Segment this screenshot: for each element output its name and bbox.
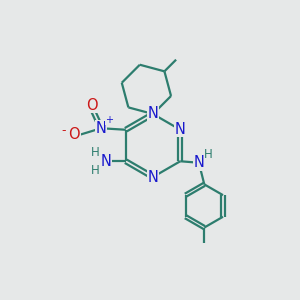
Text: -: - [62,124,66,137]
Text: H: H [91,164,100,177]
Text: +: + [106,115,113,125]
Text: O: O [68,127,80,142]
Text: N: N [194,155,204,170]
Text: N: N [175,122,186,136]
Text: O: O [86,98,98,112]
Text: H: H [91,146,100,159]
Text: N: N [100,154,111,169]
Text: N: N [96,121,106,136]
Text: N: N [148,106,158,122]
Text: H: H [204,148,213,161]
Text: N: N [148,170,158,185]
